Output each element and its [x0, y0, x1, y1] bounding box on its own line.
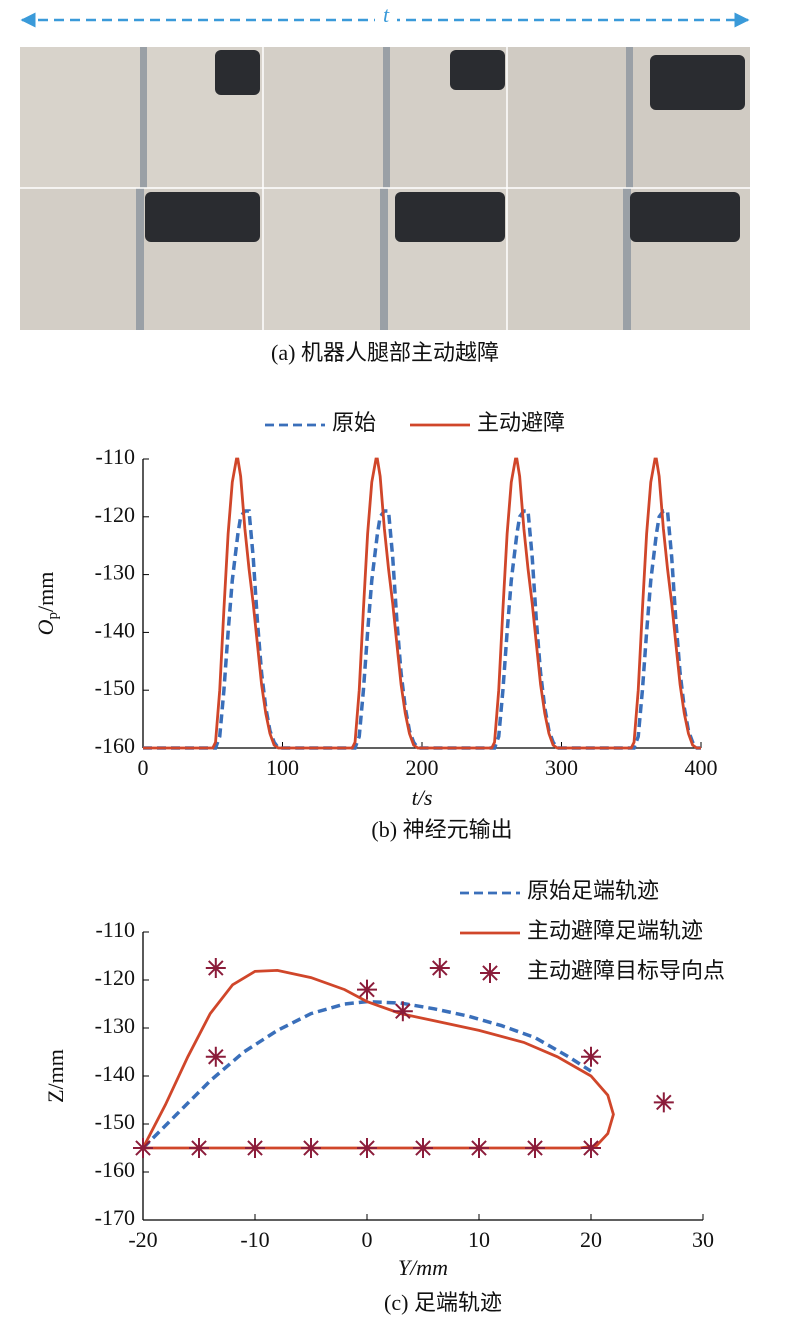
rail	[136, 188, 144, 330]
target-point	[581, 1046, 601, 1067]
target-point	[392, 1001, 413, 1022]
photo-grid	[20, 47, 750, 330]
legend-label: 主动避障目标导向点	[527, 958, 725, 983]
x-tick-label: 10	[468, 1227, 490, 1252]
y-tick-label: -140	[95, 617, 135, 642]
robot	[650, 55, 745, 110]
target-point	[413, 1138, 433, 1158]
y-tick-label: -130	[95, 560, 135, 585]
series-line	[143, 457, 701, 750]
x-tick-label: 300	[545, 755, 578, 780]
y-axis-label-part: p	[45, 612, 61, 620]
rail	[383, 47, 390, 188]
series-line	[141, 999, 592, 1150]
target-point	[301, 1138, 321, 1158]
rail	[140, 47, 147, 188]
target-point	[525, 1138, 545, 1158]
x-tick-label: 0	[362, 1227, 373, 1252]
x-tick-label: -20	[128, 1227, 157, 1252]
robot	[450, 50, 505, 90]
x-tick-label: 200	[406, 755, 439, 780]
legend-label: 原始	[332, 410, 376, 435]
y-tick-label: -110	[95, 444, 135, 469]
y-tick-label: -140	[95, 1061, 135, 1086]
target-point	[133, 1138, 153, 1158]
target-point	[469, 1138, 489, 1158]
robot	[395, 192, 505, 242]
target-point	[205, 958, 226, 978]
target-point	[581, 1138, 601, 1158]
x-tick-label: 20	[580, 1227, 602, 1252]
y-axis-label-part: Z/mm	[43, 1049, 68, 1103]
y-tick-label: -150	[95, 675, 135, 700]
label-bg	[375, 6, 397, 32]
legend-label: 主动避障	[477, 410, 565, 435]
y-axis-label: Z/mm	[43, 1049, 68, 1103]
target-point	[189, 1138, 209, 1158]
y-tick-label: -130	[95, 1013, 135, 1038]
time-label: t	[383, 2, 390, 27]
y-tick-label: -120	[95, 965, 135, 990]
robot	[630, 192, 740, 242]
x-tick-label: 0	[138, 755, 149, 780]
x-tick-label: 30	[692, 1227, 714, 1252]
rail	[623, 188, 631, 330]
robot	[145, 192, 260, 242]
rail	[380, 188, 388, 330]
y-tick-label: -120	[95, 502, 135, 527]
caption: (b) 神经元输出	[371, 817, 512, 842]
target-point	[653, 1092, 674, 1113]
legend-label: 原始足端轨迹	[527, 878, 659, 903]
target-point	[429, 958, 450, 978]
series-line	[141, 968, 615, 1150]
x-tick-label: -10	[240, 1227, 269, 1252]
y-tick-label: -110	[95, 917, 135, 942]
legend-marker	[480, 963, 500, 983]
x-tick-label: 400	[685, 755, 718, 780]
target-point	[245, 1138, 265, 1158]
y-tick-label: -160	[95, 733, 135, 758]
x-axis-label: Y/mm	[398, 1255, 448, 1280]
y-axis-label: Op/mm	[33, 572, 61, 636]
target-point	[357, 979, 377, 1000]
target-point	[357, 1138, 377, 1158]
rail	[626, 47, 633, 188]
y-axis-label-part: O	[33, 619, 58, 635]
target-point	[205, 1046, 226, 1067]
y-axis-label-part: /mm	[33, 572, 58, 612]
legend-label: 主动避障足端轨迹	[527, 918, 703, 943]
caption: (c) 足端轨迹	[384, 1290, 502, 1315]
x-axis-label: t/s	[412, 785, 433, 810]
x-tick-label: 100	[266, 755, 299, 780]
y-tick-label: -170	[95, 1205, 135, 1230]
y-tick-label: -160	[95, 1157, 135, 1182]
caption: (a) 机器人腿部主动越障	[271, 340, 499, 365]
y-tick-label: -150	[95, 1109, 135, 1134]
robot	[215, 50, 260, 95]
